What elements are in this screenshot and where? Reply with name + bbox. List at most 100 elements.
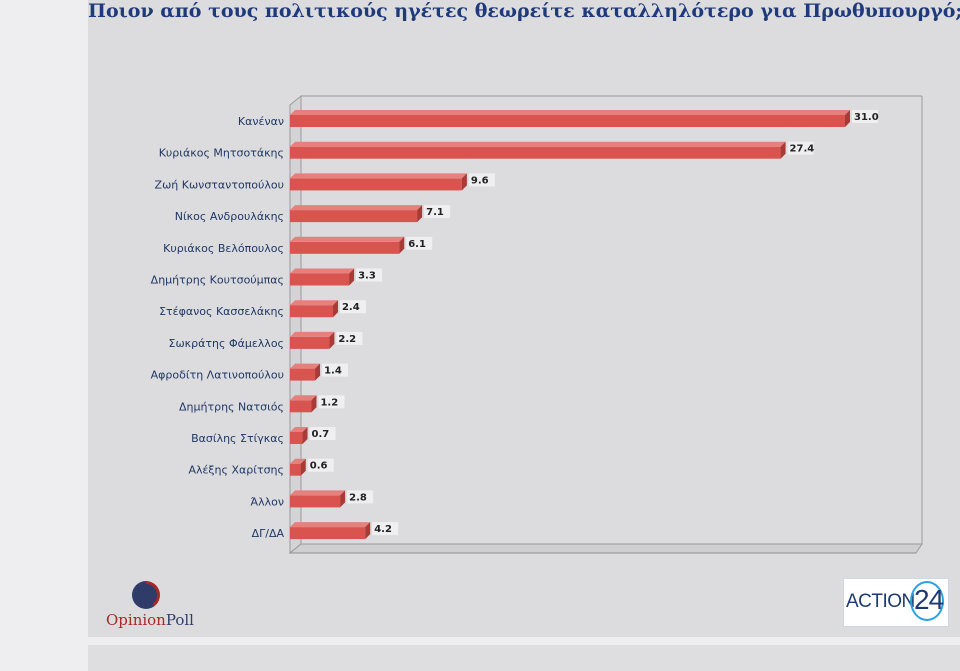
bar-8-top <box>290 331 335 337</box>
category-label-3: Ζωή Κωνσταντοπούλου <box>155 178 284 191</box>
value-label-2: 27.4 <box>790 144 815 155</box>
value-label-bg-6 <box>356 268 383 282</box>
value-label-13: 2.8 <box>349 492 367 503</box>
bar-9-top <box>290 363 321 369</box>
value-label-5: 6.1 <box>408 239 426 250</box>
bar-2 <box>290 146 781 159</box>
value-label-9: 1.4 <box>324 366 342 377</box>
bar-13-side <box>340 490 346 508</box>
category-label-9: Αφροδίτη Λατινοπούλου <box>151 369 284 382</box>
bar-11 <box>290 432 303 444</box>
action24-number-badge: 24 <box>910 581 944 621</box>
bar-14-top <box>290 522 371 528</box>
bar-7 <box>290 305 333 318</box>
bar-5-top <box>290 236 405 242</box>
bar-1 <box>290 115 845 127</box>
bar-14 <box>290 527 366 540</box>
bar-5-side <box>399 236 405 254</box>
action24-number: 24 <box>914 584 944 615</box>
bar-1-side <box>845 110 850 127</box>
category-label-5: Κυριάκος Βελόπουλος <box>163 242 284 255</box>
bar-2-top <box>290 141 786 147</box>
bar-6-top <box>290 268 355 274</box>
bar-3-top <box>290 173 467 179</box>
value-label-1: 31.0 <box>854 112 879 123</box>
value-label-bg-8 <box>336 331 363 345</box>
opinionpoll-logo: OpinionPoll <box>104 581 194 631</box>
category-label-8: Σωκράτης Φάμελλος <box>169 337 284 350</box>
value-label-4: 7.1 <box>426 207 444 218</box>
bar-9 <box>290 368 316 381</box>
bar-7-side <box>332 300 338 318</box>
bar-6-side <box>349 268 355 286</box>
bar-11-top <box>290 427 308 432</box>
value-label-6: 3.3 <box>358 271 376 282</box>
bar-3 <box>290 178 462 191</box>
action24-text: ACTION <box>846 591 915 612</box>
value-label-bg-11 <box>309 427 336 440</box>
opinionpoll-wordmark: OpinionPoll <box>106 611 194 629</box>
category-label-11: Βασίλης Στίγκας <box>191 432 284 445</box>
action24-logo: ACTION 24 <box>843 578 949 627</box>
opinionpoll-emblem-icon <box>132 581 160 609</box>
bars-group: Κανέναν 31.0 Κυριάκος Μητσοτάκης 27.4 Ζωή Κω… <box>151 110 879 540</box>
bar-9-side <box>315 363 321 381</box>
value-label-11: 0.7 <box>312 429 330 440</box>
chart-frame <box>288 94 923 555</box>
footer-strip <box>88 645 960 671</box>
bar-7-top <box>290 300 338 306</box>
bar-10-side <box>311 395 317 413</box>
category-label-10: Δημήτρης Νατσιός <box>179 400 284 413</box>
chart-floor <box>288 543 923 554</box>
value-label-12: 0.6 <box>310 461 328 472</box>
value-label-3: 9.6 <box>471 175 489 186</box>
value-label-7: 2.4 <box>342 302 360 313</box>
value-label-bg-13 <box>347 490 374 504</box>
bar-10-top <box>290 395 317 401</box>
category-label-14: ΔΓ/ΔΑ <box>252 527 285 540</box>
bar-11-side <box>302 427 308 444</box>
category-label-2: Κυριάκος Μητσοτάκης <box>159 147 284 160</box>
category-label-12: Αλέξης Χαρίτσης <box>188 464 284 477</box>
bar-13-top <box>290 490 346 496</box>
value-label-14: 4.2 <box>374 524 392 535</box>
bar-8 <box>290 336 330 349</box>
value-label-bg-3 <box>468 173 495 187</box>
bar-5 <box>290 241 400 254</box>
value-label-bg-1 <box>852 110 878 123</box>
value-label-bg-9 <box>322 363 349 377</box>
bar-2-side <box>780 141 786 159</box>
chart-panel <box>88 0 960 637</box>
category-label-4: Νίκος Ανδρουλάκης <box>175 210 284 223</box>
bar-4 <box>290 210 418 223</box>
value-label-bg-5 <box>406 236 433 250</box>
opinionpoll-text-b: Poll <box>165 611 194 629</box>
bar-6 <box>290 273 350 286</box>
bar-13 <box>290 495 341 508</box>
bar-14-side <box>365 522 371 540</box>
opinionpoll-text-a: Opinion <box>106 611 166 629</box>
value-label-bg-7 <box>339 300 366 314</box>
category-label-7: Στέφανος Κασσελάκης <box>159 305 284 318</box>
chart-title: Ποιον από τους πολιτικούς ηγέτες θεωρείτ… <box>88 0 960 22</box>
value-label-bg-12 <box>307 458 334 472</box>
value-label-bg-4 <box>424 205 451 219</box>
bar-8-side <box>329 331 335 349</box>
bar-12-top <box>290 458 306 464</box>
bar-12-side <box>300 458 306 476</box>
bar-1-top <box>290 110 850 115</box>
category-label-1: Κανέναν <box>238 115 284 128</box>
bar-10 <box>290 400 312 413</box>
category-label-6: Δημήτρης Κουτσούμπας <box>151 274 284 287</box>
bar-4-top <box>290 205 423 211</box>
bar-4-side <box>417 205 423 223</box>
bar-12 <box>290 463 301 476</box>
value-label-bg-10 <box>318 395 345 409</box>
value-label-10: 1.2 <box>320 397 338 408</box>
value-label-8: 2.2 <box>338 334 356 345</box>
value-label-bg-2 <box>787 141 814 155</box>
value-label-bg-14 <box>372 522 399 536</box>
bar-3-side <box>461 173 467 191</box>
category-label-13: Άλλον <box>250 495 284 508</box>
